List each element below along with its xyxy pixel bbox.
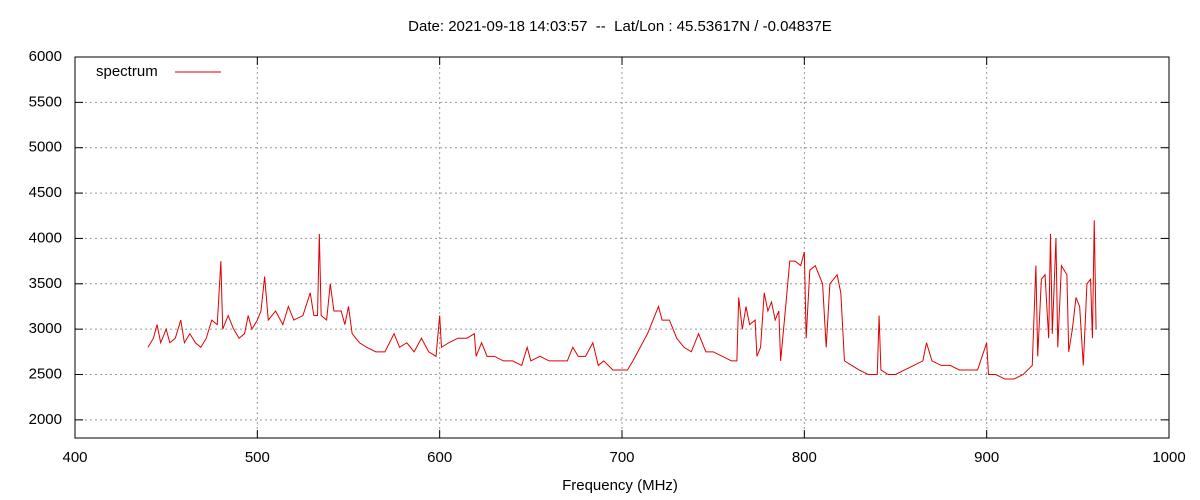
data-line [147, 220, 1097, 380]
x-tick-label: 700 [609, 449, 634, 466]
x-axis-label: Frequency (MHz) [562, 477, 678, 494]
y-tick-label: 3500 [29, 275, 62, 292]
y-tick-label: 5000 [29, 139, 62, 156]
y-tick-label: 4500 [29, 184, 62, 201]
x-tick-label: 900 [974, 449, 999, 466]
plot-border [74, 56, 1170, 439]
y-tick-label: 2000 [29, 411, 62, 428]
y-tick-label: 5500 [29, 93, 62, 110]
x-tick-label: 500 [245, 449, 270, 466]
x-tick-label: 600 [427, 449, 452, 466]
chart-title: Date: 2021-09-18 14:03:57 -- Lat/Lon : 4… [408, 18, 832, 35]
x-tick-label: 1000 [1152, 449, 1185, 466]
y-tick-label: 2500 [29, 365, 62, 382]
legend-label: spectrum [96, 63, 158, 80]
y-tick-label: 4000 [29, 229, 62, 246]
x-tick-label: 400 [62, 449, 87, 466]
x-tick-label: 800 [792, 449, 817, 466]
y-tick-label: 3000 [29, 320, 62, 337]
y-tick-label: 6000 [29, 48, 62, 65]
